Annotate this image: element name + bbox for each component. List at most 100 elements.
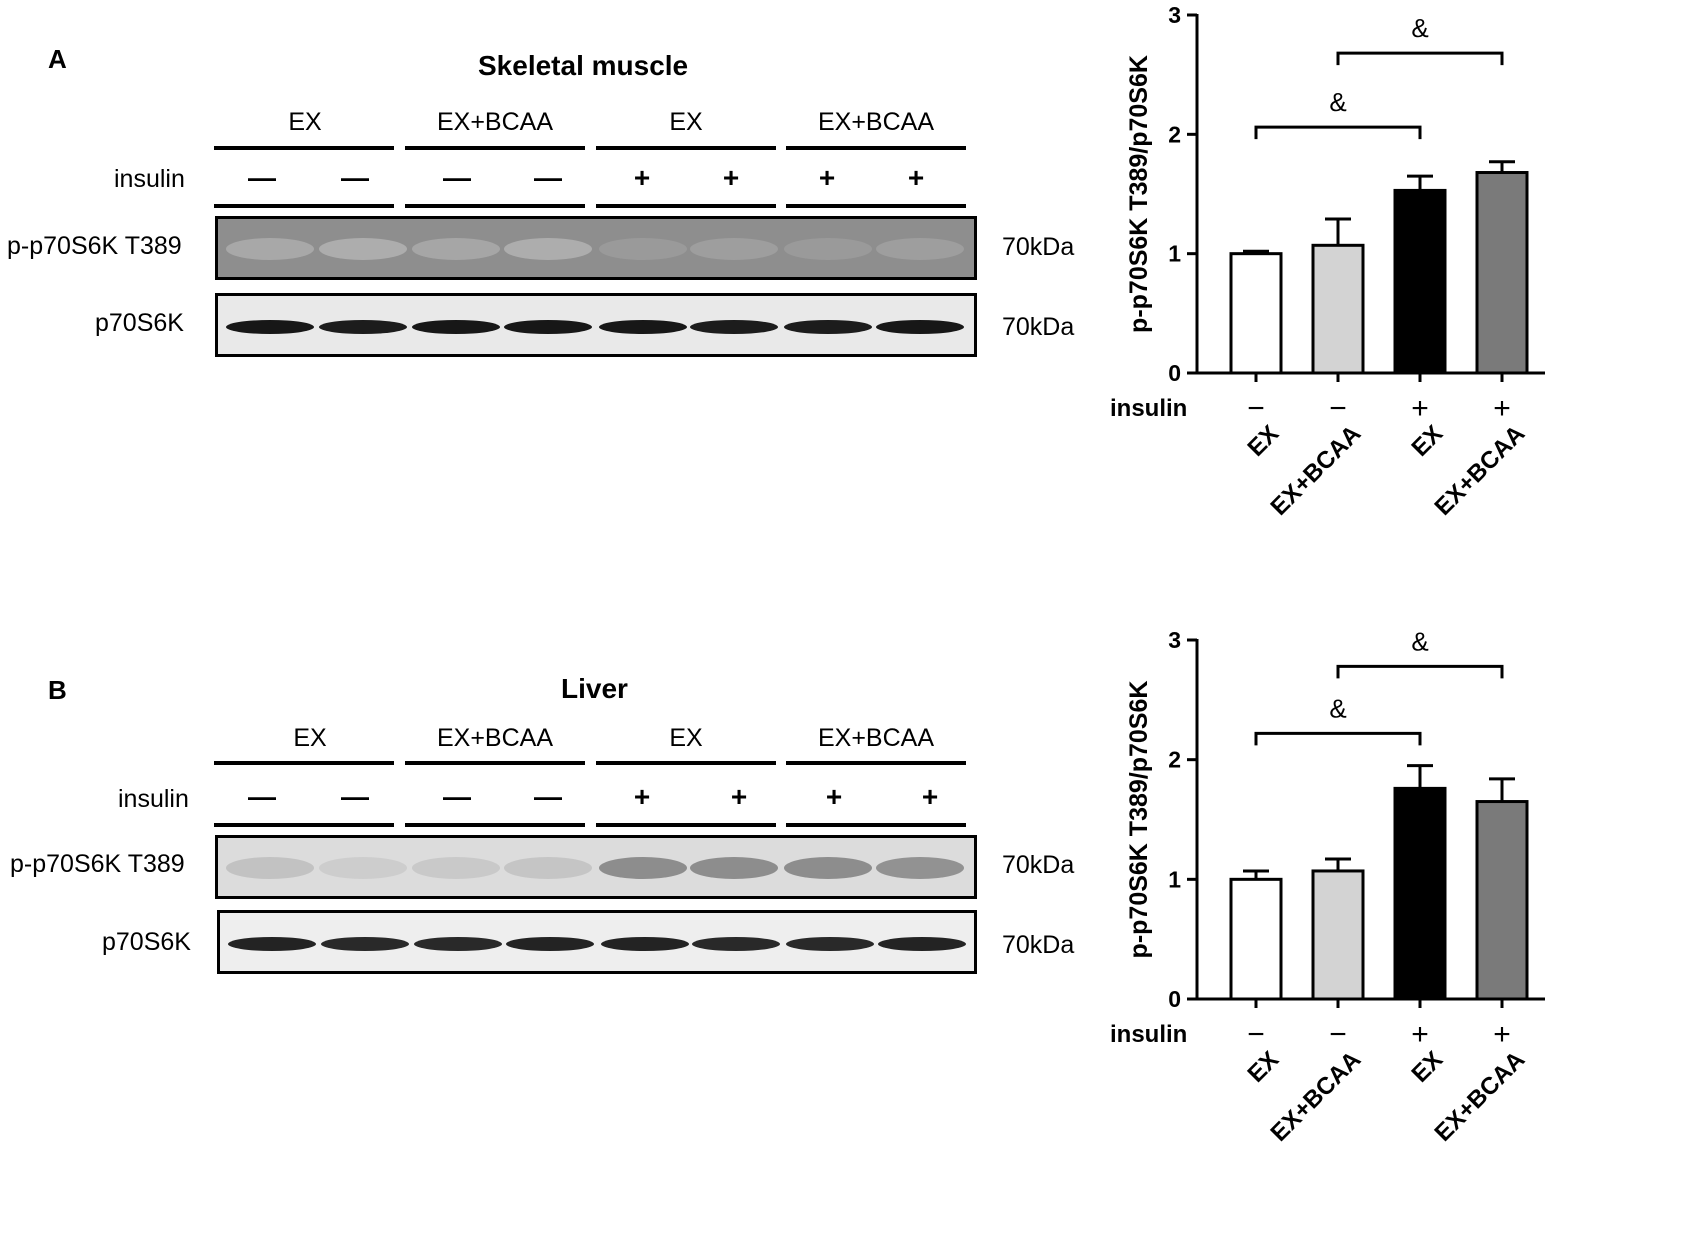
bar — [1229, 252, 1283, 375]
insulin-sign: + — [1411, 1018, 1429, 1051]
group-label: EX — [293, 724, 327, 752]
blot-label: p-p70S6K T389 — [7, 232, 182, 260]
insulin-sign: + — [730, 781, 748, 812]
molecular-weight: 70kDa — [1002, 931, 1075, 959]
insulin-sign: — — [534, 781, 562, 812]
blot-label: p70S6K — [102, 928, 191, 956]
group-label: EX — [288, 108, 322, 136]
band — [226, 320, 314, 334]
significance-label: & — [1411, 626, 1428, 656]
bar — [1311, 243, 1365, 375]
band — [599, 320, 687, 334]
group-rule — [405, 146, 585, 150]
group-rule — [596, 823, 776, 827]
y-tick-label: 3 — [1168, 2, 1181, 28]
insulin-sign: − — [1247, 392, 1265, 425]
band — [412, 857, 500, 879]
insulin-sign: − — [1247, 1018, 1265, 1051]
insulin-sign: — — [443, 781, 471, 812]
group-rule — [214, 146, 394, 150]
y-tick-label: 2 — [1168, 121, 1181, 147]
band — [599, 238, 687, 260]
group-label: EX — [669, 108, 703, 136]
insulin-sign: + — [1411, 392, 1429, 425]
insulin-sign: + — [907, 162, 925, 193]
band — [504, 238, 592, 260]
band — [690, 320, 778, 334]
significance-bracket — [1254, 731, 1422, 746]
significance-bracket — [1336, 51, 1504, 66]
band — [319, 320, 407, 334]
group-rule — [596, 146, 776, 150]
bar — [1229, 877, 1283, 1001]
insulin-sign: — — [534, 162, 562, 193]
bar — [1311, 869, 1365, 1001]
group-label: EX+BCAA — [436, 724, 554, 752]
group-rule — [405, 204, 585, 208]
group-rule — [596, 761, 776, 765]
blot-bands — [228, 937, 966, 951]
bar — [1393, 786, 1447, 1001]
insulin-sign: + — [722, 162, 740, 193]
bar — [1475, 800, 1529, 1001]
group-rule — [786, 761, 966, 765]
band — [319, 857, 407, 879]
group-rule — [405, 761, 585, 765]
significance-label: & — [1411, 13, 1428, 43]
blot-membrane — [217, 910, 977, 974]
insulin-sign: + — [825, 781, 843, 812]
y-tick-label: 0 — [1168, 986, 1181, 1012]
insulin-label: insulin — [1110, 395, 1187, 422]
insulin-sign: — — [248, 162, 276, 193]
band — [506, 937, 594, 951]
insulin-sign: + — [1493, 392, 1511, 425]
band — [228, 937, 316, 951]
insulin-sign: — — [443, 162, 471, 193]
insulin-sign: — — [341, 781, 369, 812]
tissue-title-b: Liver — [561, 673, 628, 704]
category-label: EX — [1407, 1046, 1449, 1088]
band — [876, 320, 964, 334]
group-rule — [405, 823, 585, 827]
blot-bands — [226, 238, 964, 260]
band — [599, 857, 687, 879]
molecular-weight: 70kDa — [1002, 313, 1075, 341]
band — [226, 857, 314, 879]
significance-label: & — [1329, 87, 1346, 117]
band — [786, 937, 874, 951]
band — [690, 238, 778, 260]
insulin-sign: — — [248, 781, 276, 812]
insulin-sign: + — [633, 162, 651, 193]
insulin-sign: − — [1329, 1018, 1347, 1051]
group-rule — [214, 823, 394, 827]
group-rule — [214, 761, 394, 765]
y-tick-label: 2 — [1168, 747, 1181, 773]
molecular-weight: 70kDa — [1002, 233, 1075, 261]
blot-membrane — [215, 293, 977, 357]
y-axis-label: p-p70S6K T389/p70S6K — [1125, 681, 1153, 959]
blot-membrane — [215, 835, 977, 899]
molecular-weight: 70kDa — [1002, 851, 1075, 879]
category-label: EX+BCAA — [1266, 1046, 1367, 1147]
significance-bracket — [1254, 125, 1422, 140]
group-label: EX — [669, 724, 703, 752]
group-label: EX+BCAA — [817, 108, 935, 136]
y-tick-label: 3 — [1168, 627, 1181, 653]
band — [784, 238, 872, 260]
bar — [1475, 171, 1529, 375]
band — [692, 937, 780, 951]
insulin-sign: — — [341, 162, 369, 193]
band — [321, 937, 409, 951]
band — [414, 937, 502, 951]
band — [504, 857, 592, 879]
group-label: EX+BCAA — [817, 724, 935, 752]
group-rule — [786, 204, 966, 208]
y-tick-label: 1 — [1168, 241, 1181, 267]
band — [601, 937, 689, 951]
significance-label: & — [1329, 693, 1346, 723]
group-label: EX+BCAA — [436, 108, 554, 136]
y-tick-label: 1 — [1168, 866, 1181, 892]
insulin-label-b: insulin — [118, 785, 189, 813]
